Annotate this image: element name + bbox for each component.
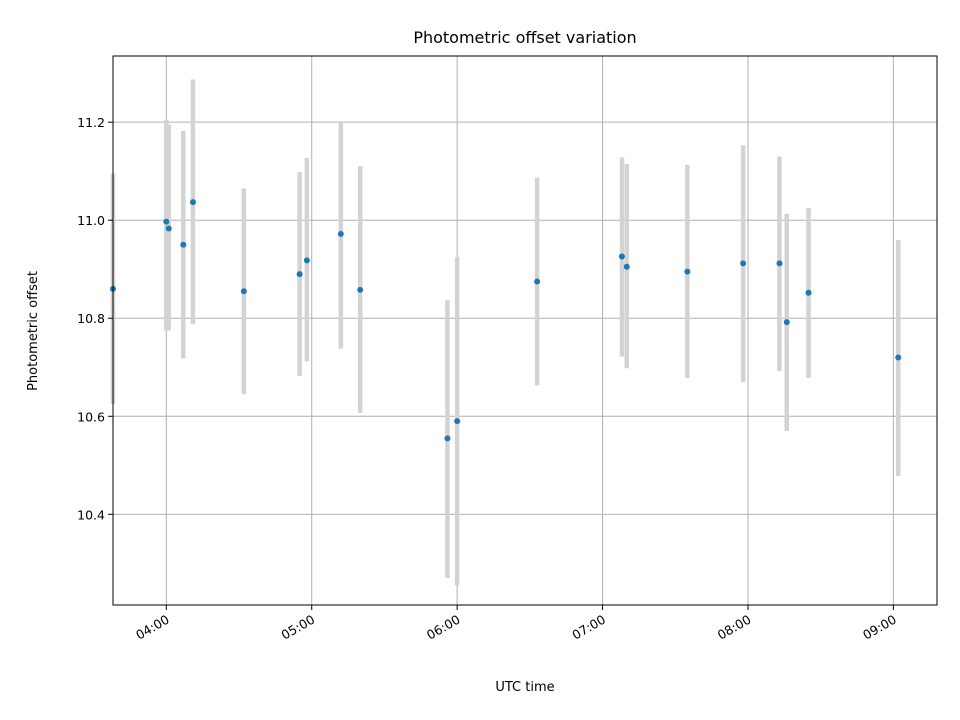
data-point: [618, 253, 625, 260]
data-point: [740, 260, 747, 267]
data-points: [110, 199, 902, 442]
y-tick-label: 11.2: [77, 115, 105, 130]
data-point: [303, 257, 310, 264]
data-point: [805, 289, 812, 296]
y-tick-label: 10.8: [77, 311, 105, 326]
data-point: [454, 418, 461, 425]
data-point: [296, 271, 303, 278]
y-tick-label: 10.4: [77, 507, 105, 522]
data-point: [163, 218, 170, 225]
data-point: [623, 263, 630, 270]
data-point: [783, 319, 790, 326]
data-point: [180, 241, 187, 248]
data-point: [189, 199, 196, 206]
y-tick-label: 10.6: [77, 409, 105, 424]
data-point: [357, 286, 364, 293]
data-point: [337, 230, 344, 237]
y-axis-ticks: 10.4 10.6 10.8 11.0 11.2: [77, 115, 113, 522]
grid-lines: [113, 56, 937, 605]
y-axis-label: Photometric offset: [26, 271, 41, 391]
plot-frame: [112, 55, 938, 606]
data-point: [534, 278, 541, 285]
data-point: [684, 268, 691, 275]
data-point: [165, 225, 172, 232]
data-point: [895, 354, 902, 361]
x-axis-label: UTC time: [495, 680, 554, 695]
y-tick-label: 11.0: [77, 213, 105, 228]
data-point: [240, 288, 247, 295]
chart-title: Photometric offset variation: [413, 28, 636, 47]
data-point: [776, 260, 783, 267]
data-point: [444, 435, 451, 442]
